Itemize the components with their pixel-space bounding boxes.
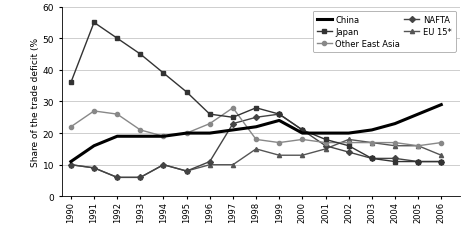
Other East Asia — [207, 123, 213, 126]
Japan — [346, 145, 352, 148]
Line: NAFTA: NAFTA — [69, 113, 443, 180]
China — [323, 132, 328, 135]
NAFTA — [276, 113, 282, 116]
Line: Other East Asia: Other East Asia — [69, 106, 443, 148]
Japan — [207, 113, 213, 116]
China — [438, 104, 444, 107]
EU 15* — [415, 145, 421, 148]
EU 15* — [253, 148, 259, 151]
EU 15* — [369, 142, 374, 145]
Japan — [137, 53, 143, 56]
EU 15* — [184, 170, 190, 173]
NAFTA — [415, 160, 421, 163]
Other East Asia — [300, 138, 305, 141]
Other East Asia — [415, 145, 421, 148]
EU 15* — [346, 138, 352, 141]
China — [137, 135, 143, 138]
China — [184, 132, 190, 135]
NAFTA — [230, 123, 236, 126]
Legend: China, Japan, Other East Asia, NAFTA, EU 15*: China, Japan, Other East Asia, NAFTA, EU… — [313, 12, 456, 53]
Other East Asia — [346, 142, 352, 145]
China — [253, 126, 259, 129]
Other East Asia — [184, 132, 190, 135]
Other East Asia — [68, 126, 74, 129]
China — [114, 135, 120, 138]
EU 15* — [161, 164, 166, 167]
EU 15* — [114, 176, 120, 179]
EU 15* — [207, 164, 213, 167]
Other East Asia — [323, 142, 328, 145]
NAFTA — [68, 164, 74, 167]
Japan — [276, 113, 282, 116]
EU 15* — [438, 154, 444, 157]
Line: Japan: Japan — [69, 21, 443, 164]
Japan — [230, 116, 236, 119]
China — [207, 132, 213, 135]
Japan — [300, 129, 305, 132]
Other East Asia — [230, 107, 236, 110]
China — [415, 113, 421, 116]
NAFTA — [346, 151, 352, 154]
Japan — [184, 91, 190, 94]
Line: China: China — [71, 105, 441, 162]
NAFTA — [114, 176, 120, 179]
NAFTA — [323, 145, 328, 148]
NAFTA — [392, 157, 398, 160]
China — [68, 160, 74, 163]
Japan — [161, 72, 166, 75]
Other East Asia — [369, 142, 374, 145]
NAFTA — [91, 167, 97, 170]
Japan — [438, 160, 444, 163]
EU 15* — [68, 164, 74, 167]
NAFTA — [161, 164, 166, 167]
EU 15* — [300, 154, 305, 157]
China — [300, 132, 305, 135]
China — [161, 135, 166, 138]
China — [91, 145, 97, 148]
Japan — [114, 38, 120, 41]
Japan — [253, 107, 259, 110]
EU 15* — [230, 164, 236, 167]
NAFTA — [438, 160, 444, 163]
Line: EU 15*: EU 15* — [69, 138, 443, 180]
China — [369, 129, 374, 132]
EU 15* — [137, 176, 143, 179]
China — [230, 129, 236, 132]
Other East Asia — [137, 129, 143, 132]
Other East Asia — [276, 142, 282, 145]
China — [346, 132, 352, 135]
NAFTA — [207, 160, 213, 163]
NAFTA — [300, 129, 305, 132]
Other East Asia — [91, 110, 97, 113]
Japan — [415, 160, 421, 163]
NAFTA — [369, 157, 374, 160]
NAFTA — [184, 170, 190, 173]
EU 15* — [323, 148, 328, 151]
NAFTA — [253, 116, 259, 119]
Japan — [369, 157, 374, 160]
Other East Asia — [392, 142, 398, 145]
Other East Asia — [114, 113, 120, 116]
Japan — [68, 82, 74, 85]
EU 15* — [392, 145, 398, 148]
Other East Asia — [438, 142, 444, 145]
Y-axis label: Share of the trade deficit (%: Share of the trade deficit (% — [31, 38, 40, 166]
EU 15* — [276, 154, 282, 157]
NAFTA — [137, 176, 143, 179]
EU 15* — [91, 167, 97, 170]
Japan — [91, 22, 97, 25]
Japan — [392, 160, 398, 163]
Other East Asia — [253, 138, 259, 141]
Japan — [323, 138, 328, 141]
China — [392, 123, 398, 126]
China — [276, 119, 282, 122]
Other East Asia — [161, 135, 166, 138]
